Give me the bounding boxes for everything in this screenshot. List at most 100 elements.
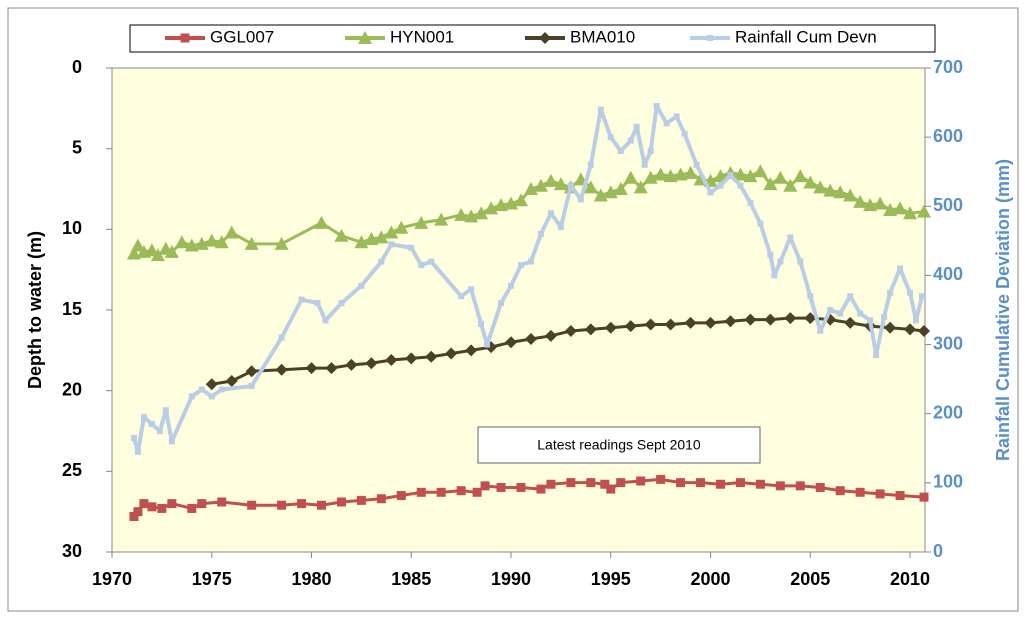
marker xyxy=(683,165,698,179)
marker xyxy=(537,230,544,237)
marker xyxy=(737,182,744,189)
series-line xyxy=(132,477,925,518)
marker xyxy=(717,182,724,189)
marker xyxy=(844,316,857,329)
marker xyxy=(325,362,338,375)
marker xyxy=(633,180,648,194)
legend-marker xyxy=(539,32,551,44)
marker xyxy=(245,365,258,378)
marker xyxy=(919,492,929,502)
marker xyxy=(140,414,147,421)
marker xyxy=(454,207,469,221)
marker xyxy=(314,215,329,229)
marker xyxy=(716,479,726,489)
marker xyxy=(607,134,614,141)
marker xyxy=(445,347,458,360)
y2-tick-label: 200 xyxy=(933,402,963,422)
marker xyxy=(496,482,506,492)
marker xyxy=(385,354,398,367)
marker xyxy=(378,258,385,265)
marker xyxy=(604,321,617,334)
marker xyxy=(644,318,657,331)
marker xyxy=(334,228,349,242)
y-tick-label: 30 xyxy=(62,541,82,561)
marker xyxy=(904,323,917,336)
x-tick-label: 2000 xyxy=(691,569,731,589)
annotation: Latest readings Sept 2010 xyxy=(537,437,701,453)
marker xyxy=(150,248,165,262)
marker xyxy=(567,182,574,189)
marker xyxy=(656,474,666,484)
marker xyxy=(913,317,920,324)
y2-tick-label: 400 xyxy=(933,264,963,284)
marker xyxy=(164,244,179,258)
marker xyxy=(418,262,425,269)
marker xyxy=(743,169,758,183)
marker xyxy=(376,494,386,504)
marker xyxy=(853,194,868,208)
marker xyxy=(198,386,205,393)
marker xyxy=(623,170,638,184)
marker xyxy=(472,487,482,497)
marker xyxy=(583,180,598,194)
marker xyxy=(887,289,894,296)
marker xyxy=(606,484,616,494)
marker xyxy=(148,421,155,428)
marker xyxy=(336,497,346,507)
marker xyxy=(663,120,670,127)
marker xyxy=(807,293,814,300)
marker xyxy=(174,235,189,249)
marker xyxy=(543,173,558,187)
marker xyxy=(918,324,931,337)
marker xyxy=(277,500,287,510)
marker xyxy=(833,185,848,199)
marker xyxy=(322,317,329,324)
x-tick-label: 1980 xyxy=(291,569,331,589)
marker xyxy=(753,164,768,178)
marker xyxy=(804,312,817,325)
marker xyxy=(465,344,478,357)
x-tick-label: 1975 xyxy=(192,569,232,589)
marker xyxy=(681,130,688,137)
marker xyxy=(747,199,754,206)
marker xyxy=(374,230,389,244)
y-tick-label: 5 xyxy=(72,137,82,157)
marker xyxy=(157,503,167,513)
marker xyxy=(167,499,177,509)
marker xyxy=(394,220,409,234)
marker xyxy=(547,210,554,217)
y2-tick-label: 500 xyxy=(933,195,963,215)
marker xyxy=(919,293,926,300)
marker xyxy=(676,478,686,488)
x-tick-label: 1995 xyxy=(591,569,631,589)
marker xyxy=(893,201,908,215)
marker xyxy=(881,313,888,320)
marker xyxy=(508,282,515,289)
marker xyxy=(218,386,225,393)
marker xyxy=(624,320,637,333)
marker xyxy=(613,182,628,195)
marker xyxy=(436,487,446,497)
marker xyxy=(863,198,878,212)
marker xyxy=(696,478,706,488)
x-tick-label: 1970 xyxy=(92,569,132,589)
marker xyxy=(907,289,914,296)
marker xyxy=(735,478,745,488)
marker xyxy=(857,310,864,317)
marker xyxy=(663,169,678,183)
marker xyxy=(214,235,229,249)
y-tick-label: 20 xyxy=(62,379,82,399)
marker xyxy=(884,321,897,334)
y2-tick-label: 300 xyxy=(933,333,963,353)
legend-marker xyxy=(707,35,713,41)
marker xyxy=(414,215,429,229)
marker xyxy=(787,234,794,241)
marker xyxy=(527,258,534,265)
marker xyxy=(416,487,426,497)
marker xyxy=(358,282,365,289)
marker xyxy=(388,241,395,248)
plot-area xyxy=(111,67,926,553)
marker xyxy=(847,293,854,300)
marker xyxy=(474,206,489,220)
marker xyxy=(278,334,285,341)
